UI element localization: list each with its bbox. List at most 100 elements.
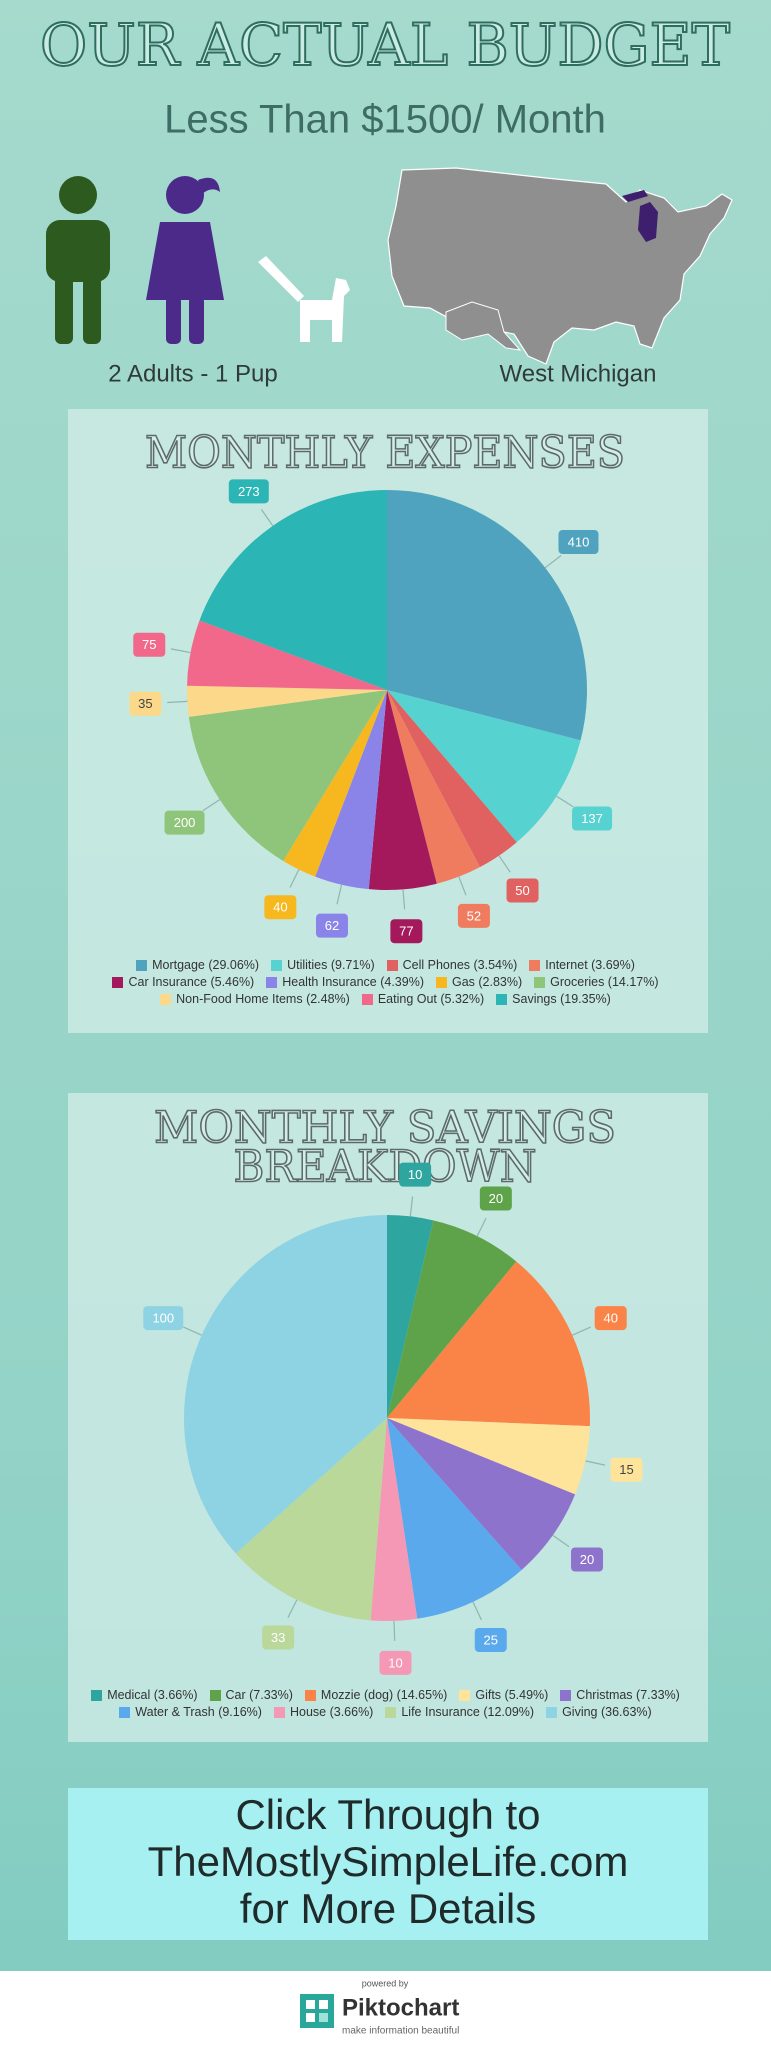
data-label: 10 xyxy=(408,1167,422,1182)
legend-label: Christmas (7.33%) xyxy=(576,1688,680,1702)
legend-item: Health Insurance (4.39%) xyxy=(266,975,424,989)
legend-item: Savings (19.35%) xyxy=(496,992,611,1006)
pie-slice xyxy=(315,690,387,890)
leader-line xyxy=(167,700,188,704)
data-label: 137 xyxy=(581,811,603,826)
legend-swatch xyxy=(304,1689,316,1701)
pie-slice xyxy=(387,1261,590,1427)
label-box xyxy=(143,1306,184,1331)
leader-line xyxy=(472,1601,482,1621)
legend-label: House (3.66%) xyxy=(289,1705,374,1719)
data-label: 40 xyxy=(273,900,287,915)
legend-swatch xyxy=(119,1706,131,1718)
legend-swatch xyxy=(546,1706,558,1718)
cta-line[interactable]: for More Details xyxy=(240,1885,536,1932)
data-label: 40 xyxy=(603,1311,617,1326)
legend-swatch xyxy=(209,1689,221,1701)
label-box xyxy=(594,1306,627,1331)
label-box xyxy=(457,903,490,928)
man-icon xyxy=(46,176,110,344)
data-label: 25 xyxy=(484,1632,498,1647)
pie-slice xyxy=(187,620,387,690)
legend-label: Gas (2.83%) xyxy=(451,975,523,989)
chart-title: MONTHLY EXPENSES xyxy=(145,428,625,479)
legend-swatch xyxy=(496,993,508,1005)
data-label: 62 xyxy=(325,918,339,933)
leader-line xyxy=(409,1196,414,1217)
legend-label: Mortgage (29.06%) xyxy=(152,958,260,972)
legend-swatch xyxy=(386,959,398,971)
legend-item: Eating Out (5.32%) xyxy=(361,992,484,1006)
leader-line xyxy=(287,1599,298,1619)
legend-label: Gifts (5.49%) xyxy=(475,1688,549,1702)
household-label: 2 Adults - 1 Pup xyxy=(108,360,277,387)
pie-slice xyxy=(387,1418,576,1570)
data-label: 410 xyxy=(568,534,590,549)
footer-strip xyxy=(0,1971,771,2048)
chart-title: MONTHLY SAVINGS xyxy=(154,1103,616,1154)
cta-line[interactable]: TheMostlySimpleLife.com xyxy=(148,1838,629,1885)
data-label: 75 xyxy=(142,637,156,652)
legend-item: House (3.66%) xyxy=(273,1705,374,1719)
legend-item: Gifts (5.49%) xyxy=(459,1688,548,1702)
pie-slice xyxy=(183,1215,387,1554)
legend-label: Cell Phones (3.54%) xyxy=(402,958,518,972)
label-box xyxy=(379,1650,412,1675)
chart-title: BREAKDOWN xyxy=(234,1142,537,1193)
data-label: 100 xyxy=(152,1311,174,1326)
label-box xyxy=(479,1186,512,1211)
piktochart-logo xyxy=(300,1994,334,2028)
pie-slice xyxy=(387,690,581,843)
pie-slice xyxy=(387,1418,590,1495)
data-label: 33 xyxy=(271,1630,285,1645)
pie-slice xyxy=(235,1418,387,1621)
data-label: 50 xyxy=(515,883,529,898)
label-box xyxy=(572,806,613,831)
label-box xyxy=(474,1627,507,1652)
leader-line xyxy=(585,1460,606,1466)
legend-label: Health Insurance (4.39%) xyxy=(282,975,424,989)
legend-item: Internet (3.69%) xyxy=(529,958,635,972)
label-box xyxy=(610,1457,643,1482)
legend-label: Car (7.33%) xyxy=(225,1688,293,1702)
leader-line xyxy=(393,1620,396,1641)
legend-item: Giving (36.63%) xyxy=(546,1705,652,1719)
location-label: West Michigan xyxy=(500,360,657,387)
legend-swatch xyxy=(266,976,278,988)
legend-label: Groceries (14.17%) xyxy=(550,975,659,989)
us-map xyxy=(387,167,733,365)
data-label: 20 xyxy=(580,1552,594,1567)
cta-line[interactable]: Click Through to xyxy=(235,1791,540,1838)
legend-item: Christmas (7.33%) xyxy=(560,1688,680,1702)
pie-slice xyxy=(387,1220,517,1418)
legend-swatch xyxy=(435,976,447,988)
dog-icon xyxy=(258,256,350,342)
brand: Piktochart xyxy=(342,1994,459,2021)
legend-swatch xyxy=(361,993,373,1005)
legend: Medical (3.66%) Car (7.33%) Mozzie (dog) (… xyxy=(80,1688,691,1719)
legend-swatch xyxy=(529,959,541,971)
leader-line xyxy=(402,889,406,910)
legend-item: Medical (3.66%) xyxy=(91,1688,198,1702)
data-label: 10 xyxy=(388,1655,402,1670)
label-box xyxy=(264,895,297,920)
legend-swatch xyxy=(273,1706,285,1718)
legend-item: Car (7.33%) xyxy=(209,1688,293,1702)
pie-slice xyxy=(387,1215,434,1418)
legend-swatch xyxy=(459,1689,471,1701)
tagline: make information beautiful xyxy=(342,2026,459,2037)
label-box xyxy=(315,913,348,938)
data-label: 273 xyxy=(238,484,260,499)
cta-box xyxy=(68,1788,708,1940)
legend-label: Mozzie (dog) (14.65%) xyxy=(320,1688,448,1702)
pie-slice xyxy=(387,490,587,741)
legend-label: Utilities (9.71%) xyxy=(287,958,375,972)
data-label: 77 xyxy=(399,924,413,939)
legend-label: Medical (3.66%) xyxy=(107,1688,198,1702)
title: OUR ACTUAL BUDGET xyxy=(40,11,730,79)
legend-item: Water & Trash (9.16%) xyxy=(119,1705,262,1719)
legend-swatch xyxy=(112,976,124,988)
legend-item: Groceries (14.17%) xyxy=(534,975,659,989)
